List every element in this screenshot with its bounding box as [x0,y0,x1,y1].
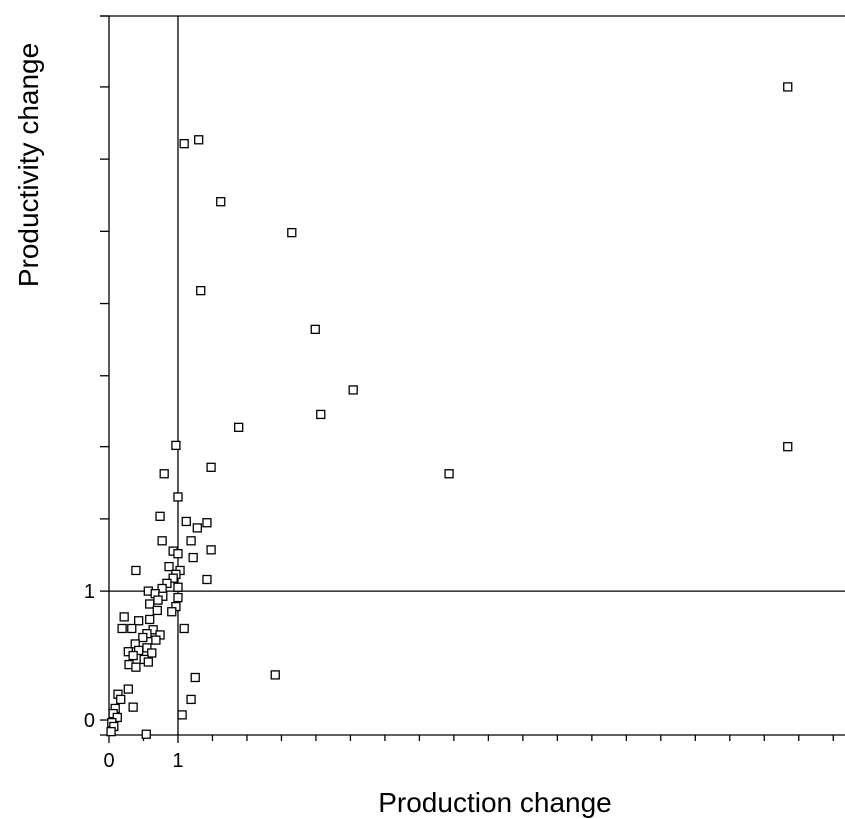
point [173,492,183,502]
point [234,422,244,432]
y-tick-label: 1 [84,581,95,603]
point [202,518,212,528]
point [119,612,129,622]
point [173,549,183,559]
point [116,694,126,705]
point [147,648,157,658]
point [131,565,141,576]
point [444,469,454,479]
y-tick-label: 0 [84,710,95,732]
point [164,561,174,572]
point [117,623,127,634]
point [155,511,165,521]
point [206,545,216,555]
point [153,595,163,605]
point [145,599,155,609]
point [270,670,280,680]
x-tick-label: 1 [172,750,183,772]
x-axis-label: Production change [378,787,612,818]
point [131,662,141,672]
point [179,623,189,634]
point [171,440,181,451]
point [206,462,216,472]
point [162,578,172,589]
point [151,635,161,645]
point [167,607,177,617]
point [186,536,196,546]
point [177,710,187,720]
point [143,657,153,667]
point [190,672,200,683]
point [783,82,793,92]
point [141,729,151,739]
point [134,616,144,626]
point [783,442,793,452]
point [173,582,183,592]
point [202,574,212,585]
point [173,592,183,603]
point [106,726,116,737]
point [179,139,189,149]
point [168,573,178,583]
point [194,135,204,145]
point [112,712,122,723]
point [159,469,169,479]
point [287,227,297,238]
point [348,385,358,395]
point [134,645,144,656]
x-tick-label: 0 [103,750,114,772]
point [138,632,148,643]
point [316,409,326,420]
point [145,614,155,625]
point [128,702,138,712]
point [216,197,226,207]
point [192,523,202,533]
point [181,516,191,527]
point [128,650,138,661]
point [123,684,133,694]
point [188,552,198,563]
point [152,605,162,616]
point [196,286,206,296]
point [310,324,320,334]
y-axis-label: Productivity change [13,43,44,287]
point [186,694,196,705]
point [157,536,167,546]
point [127,623,137,634]
